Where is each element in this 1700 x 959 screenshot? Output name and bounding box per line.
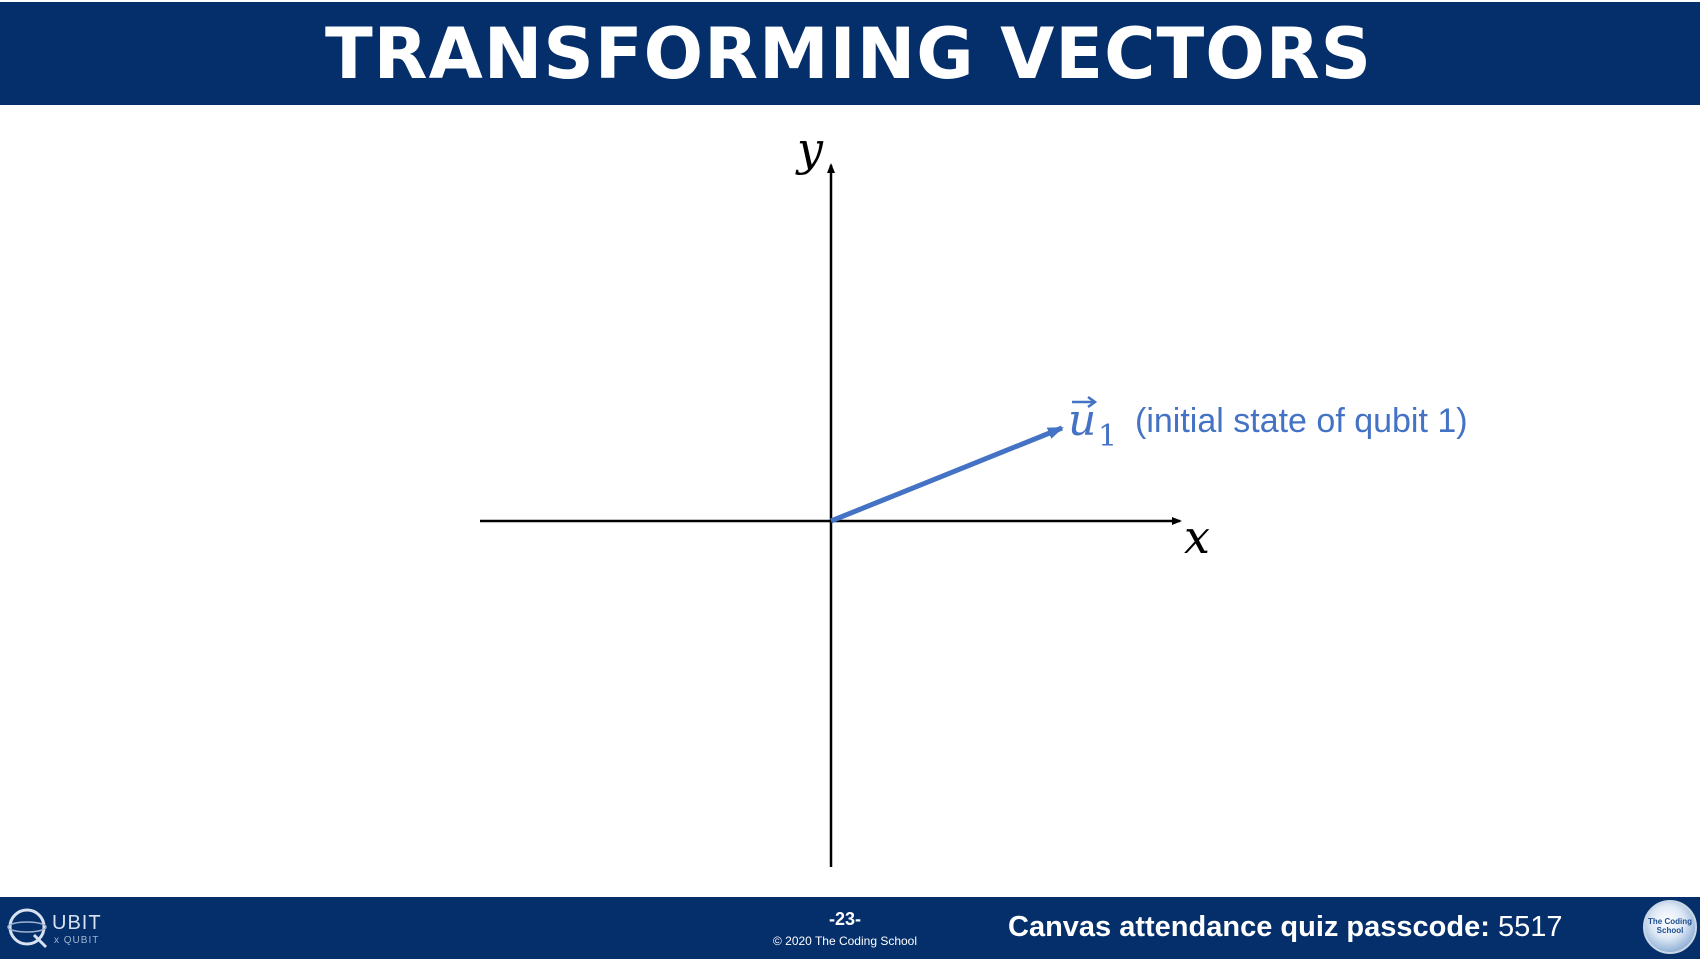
vector-caption: (initial state of qubit 1) bbox=[1135, 402, 1468, 440]
title-bar: TRANSFORMING VECTORS bbox=[0, 2, 1700, 105]
passcode-label: Canvas attendance quiz passcode: bbox=[1008, 911, 1490, 943]
vector-arrow-accent bbox=[1072, 395, 1098, 409]
passcode: Canvas attendance quiz passcode: 5517 bbox=[1008, 911, 1562, 944]
brand-name: UBIT bbox=[52, 912, 102, 934]
x-axis-label: x bbox=[1184, 510, 1210, 564]
q-logo-icon bbox=[7, 908, 48, 949]
vector-symbol: u bbox=[1068, 395, 1096, 446]
passcode-value: 5517 bbox=[1497, 911, 1563, 943]
brand-subtitle: x QUBIT bbox=[54, 935, 100, 946]
vector-u1 bbox=[830, 425, 1064, 524]
qubit-logo: UBIT x QUBIT bbox=[6, 905, 116, 951]
footer-bar: UBIT x QUBIT -23- © 2020 The Coding Scho… bbox=[0, 897, 1700, 959]
copyright: © 2020 The Coding School bbox=[772, 934, 918, 948]
vector-subscript: 1 bbox=[1098, 419, 1117, 454]
y-axis-label: y bbox=[795, 122, 824, 176]
slide-title: TRANSFORMING VECTORS bbox=[324, 12, 1373, 95]
coding-school-logo: The Coding School bbox=[1643, 900, 1697, 954]
school-logo-text: The Coding School bbox=[1648, 917, 1692, 935]
vector-label: u 1 (initial state of qubit 1) bbox=[1068, 395, 1468, 454]
page-number: -23- bbox=[828, 909, 861, 929]
